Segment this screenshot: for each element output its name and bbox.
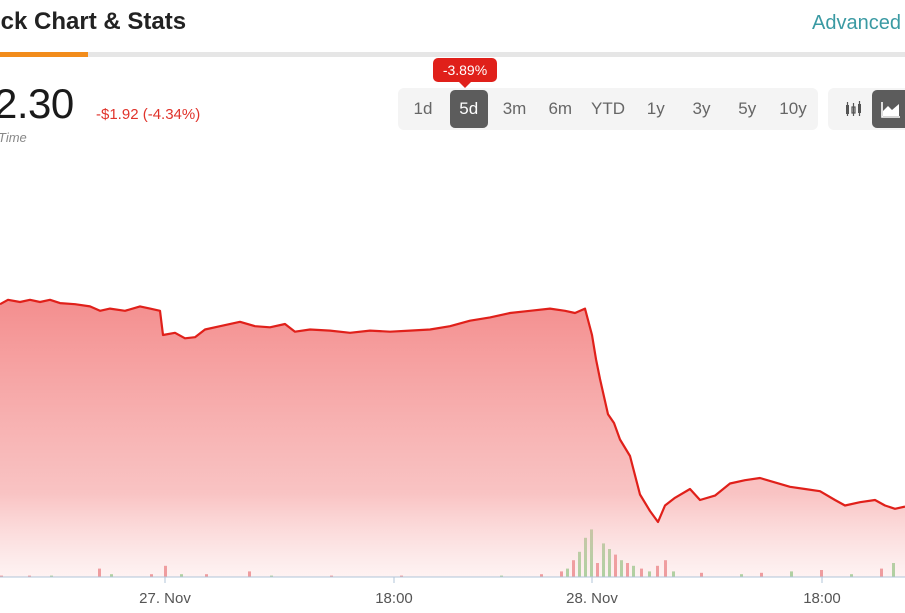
range-selector: 1d 5d 3m 6m YTD 1y 3y 5y 10y	[398, 88, 818, 130]
area-chart-icon	[881, 102, 900, 118]
area-chart-button[interactable]	[872, 90, 905, 128]
x-tick-label: 18:00	[375, 590, 413, 607]
price-area-fill	[0, 299, 905, 577]
advanced-link[interactable]: Advanced	[812, 12, 901, 34]
x-axis: 27. Nov 18:00 28. Nov 18:00	[139, 577, 841, 607]
header-divider	[0, 52, 905, 57]
range-3m[interactable]: 3m	[502, 99, 527, 118]
candlestick-chart-button[interactable]	[834, 90, 872, 128]
chart-type-selector	[828, 88, 905, 130]
x-tick-label: 28. Nov	[566, 590, 618, 607]
candlestick-icon	[846, 101, 861, 116]
x-tick-label: 18:00	[803, 590, 841, 607]
range-10y[interactable]: 10y	[779, 99, 807, 118]
range-6m[interactable]: 6m	[548, 99, 573, 118]
header-progress	[0, 52, 88, 57]
page-title: ock Chart & Stats	[0, 8, 187, 35]
range-5d[interactable]: 5d	[449, 90, 488, 128]
price-sub-label: Time	[0, 130, 27, 145]
range-change-tooltip: -3.89%	[433, 58, 497, 88]
x-tick-label: 27. Nov	[139, 590, 191, 607]
range-3y[interactable]: 3y	[692, 99, 711, 118]
price-chart[interactable]: 27. Nov 18:00 28. Nov 18:00	[0, 150, 905, 613]
range-ytd[interactable]: YTD	[591, 99, 625, 118]
range-5y[interactable]: 5y	[738, 99, 757, 118]
range-1y[interactable]: 1y	[646, 99, 665, 118]
price-line	[0, 298, 905, 524]
range-1d[interactable]: 1d	[413, 99, 433, 118]
price-change: -$1.92 (-4.34%)	[96, 106, 201, 123]
current-price: 2.30	[0, 80, 74, 127]
